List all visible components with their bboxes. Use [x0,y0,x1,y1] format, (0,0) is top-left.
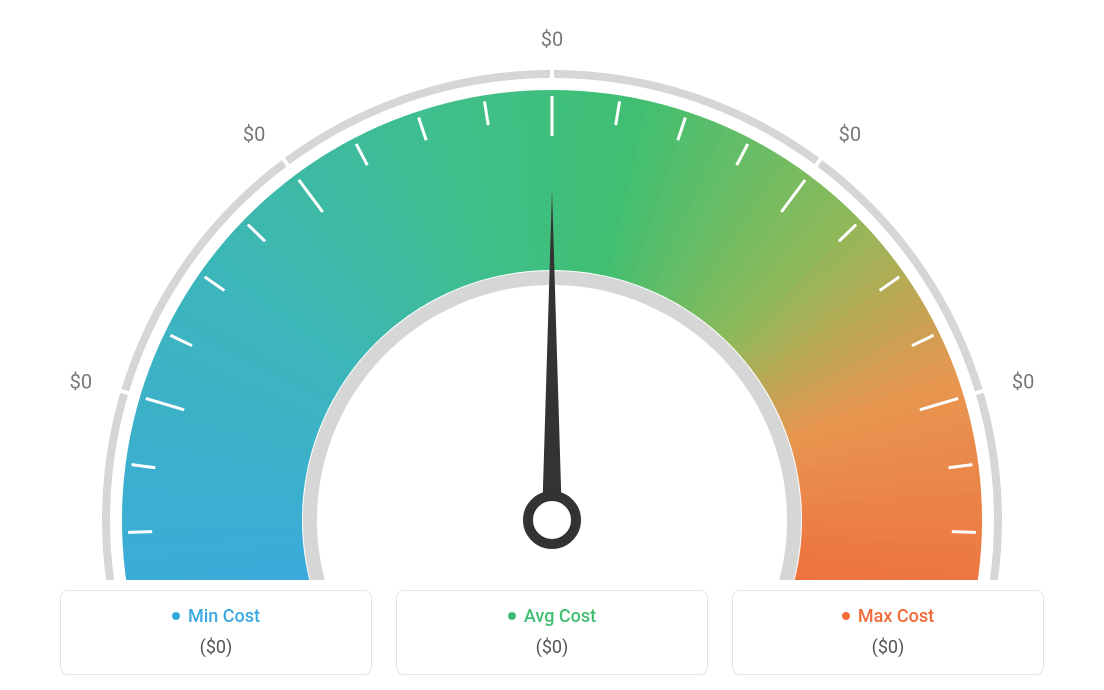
dot-icon [172,612,180,620]
legend-label-max: Max Cost [842,606,934,627]
legend-label-text: Min Cost [188,606,260,627]
svg-text:$0: $0 [541,27,563,51]
cost-gauge-container: $0$0$0$0$0$0$0 Min Cost ($0) Avg Cost ($… [0,0,1104,690]
legend-label-min: Min Cost [172,606,260,627]
legend-label-text: Max Cost [858,606,934,627]
legend-value-avg: ($0) [415,637,689,658]
legend-card-min: Min Cost ($0) [60,590,372,675]
svg-text:$0: $0 [70,369,92,393]
dot-icon [508,612,516,620]
dot-icon [842,612,850,620]
svg-text:$0: $0 [839,122,861,146]
legend-label-avg: Avg Cost [508,606,596,627]
legend-value-max: ($0) [751,637,1025,658]
legend-value-min: ($0) [79,637,353,658]
gauge-chart: $0$0$0$0$0$0$0 [20,20,1084,580]
legend-card-max: Max Cost ($0) [732,590,1044,675]
svg-text:$0: $0 [243,122,265,146]
svg-text:$0: $0 [1012,369,1034,393]
legend-label-text: Avg Cost [524,606,596,627]
legend-row: Min Cost ($0) Avg Cost ($0) Max Cost ($0… [20,590,1084,675]
legend-card-avg: Avg Cost ($0) [396,590,708,675]
